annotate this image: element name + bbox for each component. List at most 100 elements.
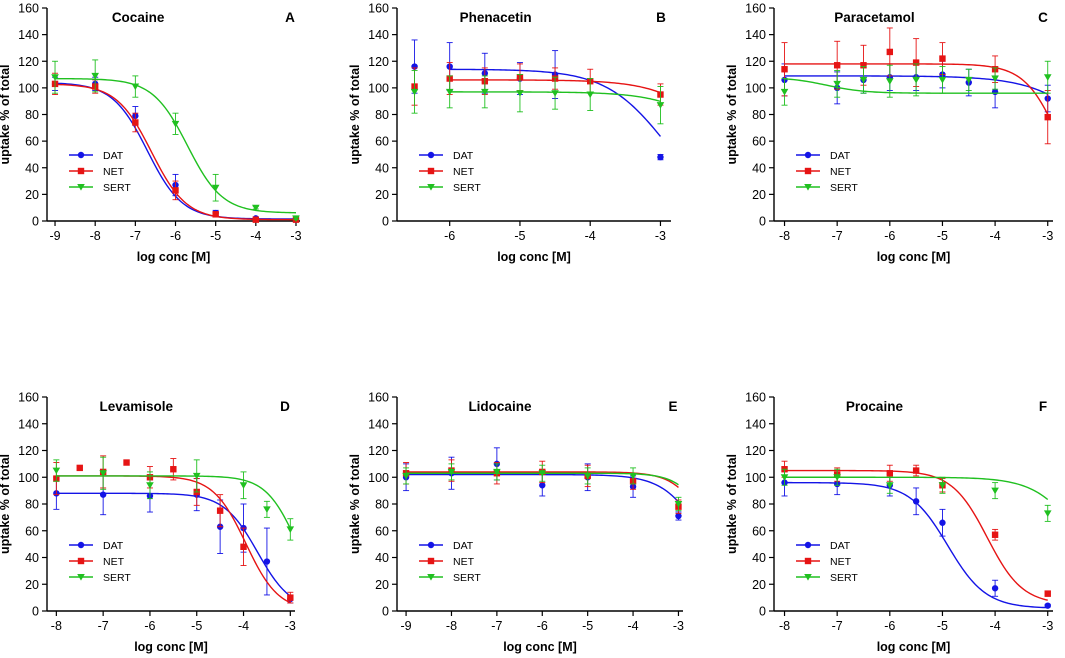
x-tick-label: -7 bbox=[130, 229, 141, 243]
chart-title: Cocaine bbox=[112, 10, 165, 25]
x-tick-label: -8 bbox=[446, 619, 457, 633]
x-tick-label: -3 bbox=[1042, 229, 1053, 243]
y-tick-label: 20 bbox=[752, 578, 766, 592]
data-point bbox=[939, 55, 946, 62]
x-tick-label: -8 bbox=[90, 229, 101, 243]
y-tick-label: 100 bbox=[745, 81, 766, 95]
chart-title: Procaine bbox=[846, 399, 904, 414]
series-net bbox=[51, 72, 300, 223]
panel-label: E bbox=[668, 399, 677, 414]
legend-marker bbox=[77, 167, 85, 175]
data-point bbox=[656, 102, 665, 109]
x-tick-label: -4 bbox=[990, 229, 1001, 243]
data-point bbox=[481, 88, 489, 96]
panel-label: F bbox=[1039, 399, 1047, 414]
x-tick-label: -5 bbox=[191, 619, 202, 633]
data-point bbox=[886, 78, 894, 85]
y-tick-label: 120 bbox=[745, 444, 766, 458]
data-point bbox=[212, 211, 219, 218]
x-tick-label: -3 bbox=[1042, 619, 1053, 633]
data-point bbox=[52, 467, 61, 475]
legend-marker bbox=[427, 574, 435, 581]
x-tick-label: -4 bbox=[628, 619, 639, 633]
chart-title: Paracetamol bbox=[834, 10, 914, 25]
y-tick-label: 160 bbox=[368, 391, 389, 405]
x-tick-label: -6 bbox=[884, 619, 895, 633]
y-tick-label: 140 bbox=[745, 28, 766, 42]
y-tick-label: 120 bbox=[18, 55, 39, 69]
y-tick-label: 0 bbox=[32, 215, 39, 229]
y-tick-label: 40 bbox=[375, 551, 389, 565]
y-tick-label: 100 bbox=[745, 471, 766, 485]
data-point bbox=[675, 512, 682, 520]
data-point bbox=[172, 187, 179, 194]
x-axis-label: log conc [M] bbox=[497, 250, 571, 264]
y-tick-label: 100 bbox=[18, 81, 39, 95]
series-dat bbox=[53, 474, 294, 604]
y-tick-label: 0 bbox=[382, 605, 389, 619]
x-tick-label: -6 bbox=[884, 229, 895, 243]
x-tick-label: -5 bbox=[210, 229, 221, 243]
series-dat bbox=[402, 447, 682, 521]
y-tick-label: 20 bbox=[25, 188, 39, 202]
x-tick-label: -9 bbox=[49, 229, 60, 243]
legend-marker bbox=[804, 557, 812, 565]
y-tick-label: 160 bbox=[18, 2, 39, 16]
chart-panel-a: 0 20 40 60 80 100 120 140 160 -9 -8 -7 -6 -5 -4 -3 log c… bbox=[0, 2, 302, 265]
y-axis-label: uptake % of total bbox=[0, 454, 12, 554]
data-point bbox=[860, 62, 867, 69]
y-tick-label: 60 bbox=[752, 135, 766, 149]
y-axis-label: uptake % of total bbox=[348, 454, 362, 554]
panel-label: D bbox=[280, 399, 290, 414]
y-tick-label: 120 bbox=[745, 55, 766, 69]
y-axis-label: uptake % of total bbox=[0, 64, 12, 164]
series-sert bbox=[51, 59, 300, 222]
x-tick-label: -8 bbox=[779, 229, 790, 243]
data-point bbox=[912, 59, 920, 66]
x-tick-label: -6 bbox=[537, 619, 548, 633]
panel-label: A bbox=[285, 10, 295, 25]
y-tick-label: 160 bbox=[18, 391, 39, 405]
legend-label: NET bbox=[453, 556, 475, 568]
series-net bbox=[53, 455, 294, 604]
data-point bbox=[252, 204, 260, 212]
x-axis-label: log conc [M] bbox=[877, 250, 951, 264]
y-tick-label: 60 bbox=[375, 135, 389, 149]
data-point bbox=[1043, 74, 1052, 81]
x-tick-label: -5 bbox=[582, 619, 593, 633]
x-tick-label: -4 bbox=[238, 619, 249, 633]
y-tick-label: 0 bbox=[32, 605, 39, 619]
y-tick-label: 60 bbox=[375, 524, 389, 538]
data-point bbox=[123, 459, 130, 466]
data-point bbox=[939, 519, 946, 526]
data-point bbox=[170, 466, 177, 473]
fit-curve bbox=[56, 475, 291, 529]
series-dat bbox=[781, 468, 1051, 609]
y-tick-label: 60 bbox=[25, 135, 39, 149]
x-tick-label: -3 bbox=[673, 619, 684, 633]
data-point bbox=[586, 91, 595, 99]
chart-title: Phenacetin bbox=[460, 10, 532, 25]
x-tick-label: -8 bbox=[779, 619, 790, 633]
x-tick-label: -3 bbox=[655, 229, 666, 243]
series-dat bbox=[51, 76, 300, 223]
panel-label: B bbox=[656, 10, 666, 25]
x-axis-label: log conc [M] bbox=[877, 640, 951, 654]
data-point bbox=[171, 120, 180, 128]
y-tick-label: 20 bbox=[752, 188, 766, 202]
data-point bbox=[991, 75, 999, 83]
legend-marker bbox=[804, 574, 812, 581]
x-tick-label: -6 bbox=[444, 229, 455, 243]
y-tick-label: 40 bbox=[752, 161, 766, 175]
y-tick-label: 40 bbox=[752, 551, 766, 565]
legend-label: SERT bbox=[830, 182, 858, 194]
x-tick-label: -4 bbox=[250, 229, 261, 243]
y-tick-label: 80 bbox=[375, 498, 389, 512]
data-point bbox=[938, 76, 947, 84]
data-point bbox=[859, 76, 868, 84]
y-tick-label: 80 bbox=[25, 108, 39, 122]
x-axis-label: log conc [M] bbox=[134, 640, 208, 654]
series-sert bbox=[410, 70, 665, 125]
data-point bbox=[538, 470, 547, 477]
legend-marker bbox=[427, 167, 435, 175]
